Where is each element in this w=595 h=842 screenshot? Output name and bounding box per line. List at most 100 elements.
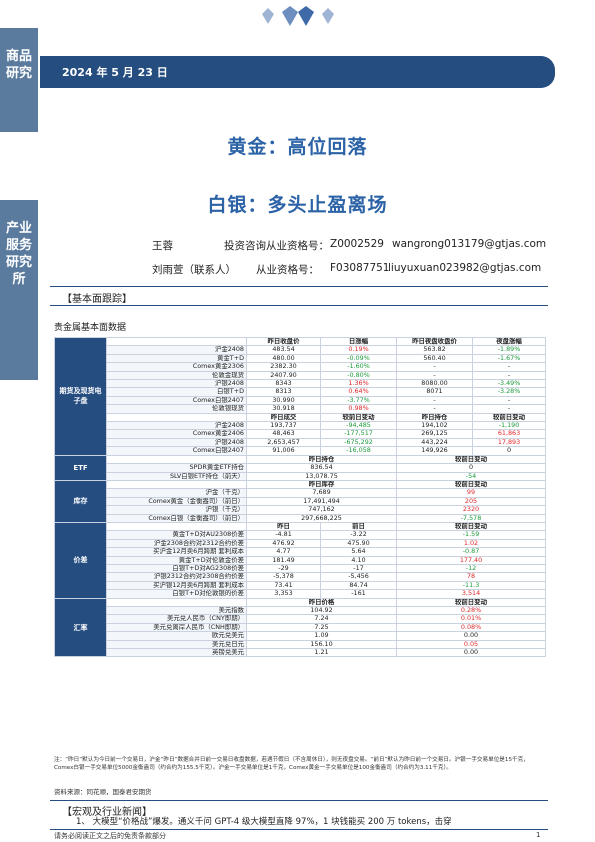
- row-label: 买沪金12月卖6月跨期 套利成本: [106, 547, 247, 557]
- precious-metals-table: 期货及现货电子盘 昨日收盘价 日涨幅 昨日夜盘收盘价 夜盘涨幅 沪金2408 483.54 0…: [54, 336, 546, 658]
- table-row: 欧元兑美元 1.09 0.00: [55, 631, 546, 641]
- table-cell: 2382.30: [246, 362, 321, 372]
- page-number: 1: [536, 831, 541, 839]
- table-row: 白银T+D对AG2308价差 -29 -17 -12: [55, 563, 546, 574]
- table-cell: 4.77: [246, 547, 321, 557]
- sidebar-tab-bottom: 产业服务研究所: [0, 200, 38, 380]
- author-email[interactable]: liuyuxuan023982@gtjas.com: [388, 262, 542, 274]
- table-row: 黄金T+D对AU2308价差 -4.81 -3.22 -1.59: [55, 530, 546, 540]
- table-cell: -54: [396, 471, 546, 481]
- row-label: Comex黄金2306: [106, 362, 247, 372]
- row-label: 白银T+D: [106, 387, 247, 397]
- table-cell: 17,491,494: [246, 496, 397, 507]
- table-row: 伦敦金现货 2407.90 -0.80% - -: [55, 370, 546, 381]
- table-cell: 8343: [246, 379, 321, 389]
- column-header: 昨日持仓: [396, 412, 473, 423]
- column-header: 较前日变动: [320, 412, 397, 423]
- table-cell: -1.60%: [320, 362, 397, 372]
- column-header: 前日: [320, 521, 397, 532]
- author-cert: Z0002529: [330, 238, 384, 250]
- table-cell: 297,668,225: [246, 513, 397, 523]
- table-row: 白银T+D对伦敦银的价差 3,353 -161 3,514: [55, 589, 546, 599]
- table-row: 白银T+D 8313 0.64% 8071 -3.28%: [55, 387, 546, 397]
- table-cell: -: [472, 362, 546, 372]
- table-cell: 7.25: [246, 622, 397, 633]
- table-cell: -: [472, 404, 546, 414]
- table-row: 伦敦银现货 30.918 0.98% - -: [55, 404, 546, 414]
- table-cell: -: [472, 370, 546, 381]
- row-label: Comex白银2407: [106, 446, 247, 456]
- table-row: 沪金2408 483.54 0.19% 563.82 -1.89%: [55, 345, 546, 355]
- row-label: SLV白银ETF持仓（前天）: [106, 471, 247, 481]
- author-email[interactable]: wangrong013179@gtjas.com: [392, 238, 547, 250]
- table-cell: -3.22: [320, 530, 397, 540]
- table-cell: 475.90: [320, 538, 397, 549]
- sidebar-label-top: 商品研究: [5, 49, 32, 81]
- table-cell: 483.54: [246, 345, 321, 355]
- author-cert: F03087751: [330, 262, 390, 274]
- table-cell: 0.28%: [396, 605, 546, 616]
- table-cell: 476.92: [246, 538, 321, 549]
- table-cell: 30.918: [246, 404, 321, 414]
- author-name: 王蓉: [152, 240, 173, 252]
- row-label: 沪金2308合约对2312合约价差: [106, 538, 247, 549]
- section-heading-macro: 【宏观及行业新闻】: [62, 807, 152, 818]
- table-cell: 3,353: [246, 589, 321, 599]
- row-label: 沪银2408: [106, 379, 247, 389]
- column-header: 昨日成交: [246, 412, 321, 423]
- table-header-row: 价差 昨日 前日 较前日变动: [54, 521, 546, 599]
- table-cell: 181.49: [246, 555, 321, 565]
- table-cell: -3.49%: [472, 379, 546, 389]
- table-row: 沪银（千克） 747,162 2320: [55, 505, 546, 515]
- category-cell: 期货及现货电子盘: [54, 337, 107, 456]
- section-rule: [50, 286, 548, 287]
- row-label: 沪银2312合约对2308合约价差: [106, 572, 247, 582]
- table-row: Comex白银2407 30.990 -3.77% - -: [55, 395, 546, 406]
- table-cell: 8313: [246, 387, 321, 397]
- section-heading-fundamentals: 【基本面跟踪】: [62, 294, 132, 305]
- table-row: 买沪金12月卖6月跨期 套利成本 4.77 5.64 -0.87: [55, 547, 546, 557]
- row-label: 欧元兑美元: [106, 631, 247, 641]
- table-cell: 0.08%: [396, 622, 546, 633]
- table-cell: 0.64%: [320, 387, 397, 397]
- column-header: 较前日变动: [396, 597, 546, 608]
- date-banner: 2024 年 5 月 23 日: [40, 56, 555, 88]
- row-label: 美元兑人民币（CNY即期）: [106, 614, 247, 624]
- table-cell: -11.3: [396, 580, 546, 591]
- table-cell: -1,190: [472, 421, 546, 431]
- row-label: 沪金2408: [106, 421, 247, 431]
- table-header-row: 期货及现货电子盘 昨日收盘价 日涨幅 昨日夜盘收盘价 夜盘涨幅: [54, 336, 546, 456]
- table-row: 沪金2308合约对2312合约价差 476.92 475.90 1.02: [55, 538, 546, 549]
- row-label: 黄金T+D: [106, 353, 247, 364]
- row-label: 黄金T+D对伦敦金价差: [106, 555, 247, 565]
- table-cell: 48,463: [246, 429, 321, 439]
- table-row: 英镑兑美元 1.21 0.00: [55, 648, 546, 658]
- row-label: Comex黄金2406: [106, 429, 247, 439]
- table-cell: -: [396, 395, 473, 406]
- table-cell: -: [396, 362, 473, 372]
- row-label: Comex白银（金衡盎司）（前日）: [106, 513, 247, 523]
- table-cell: 30.990: [246, 395, 321, 406]
- table-row: Comex黄金（金衡盎司）（前日） 17,491,494 205: [55, 496, 546, 507]
- table-cell: 2,653,457: [246, 437, 321, 448]
- table-cell: 91,006: [246, 446, 321, 456]
- table-cell: -94,485: [320, 421, 397, 431]
- column-header: [106, 521, 247, 532]
- table-cell: 0: [472, 446, 546, 456]
- table-header-row: 汇率 昨日价格 较前日变动: [54, 597, 546, 658]
- section-rule: [50, 800, 548, 801]
- column-header: 昨日价格: [246, 597, 397, 608]
- row-label: 伦敦银现货: [106, 404, 247, 414]
- table-row: 沪银2408 2,653,457 -675,292 443,224 17,893: [55, 437, 546, 448]
- table-row: Comex黄金2406 48,463 -177,517 269,125 61,863: [55, 429, 546, 439]
- category-cell: 库存: [54, 479, 107, 523]
- column-header: 较前日变动: [396, 454, 546, 465]
- column-header: 夜盘涨幅: [472, 336, 546, 347]
- column-header: 昨日库存: [246, 479, 397, 490]
- table-cell: 3,514: [396, 589, 546, 599]
- table-cell: 1.09: [246, 631, 397, 641]
- table-cell: 104.92: [246, 605, 397, 616]
- author-cert-label: 投资咨询从业资格号：: [224, 240, 329, 252]
- row-label: Comex白银2407: [106, 395, 247, 406]
- table-row: 沪金（千克） 7,689 99: [55, 488, 546, 498]
